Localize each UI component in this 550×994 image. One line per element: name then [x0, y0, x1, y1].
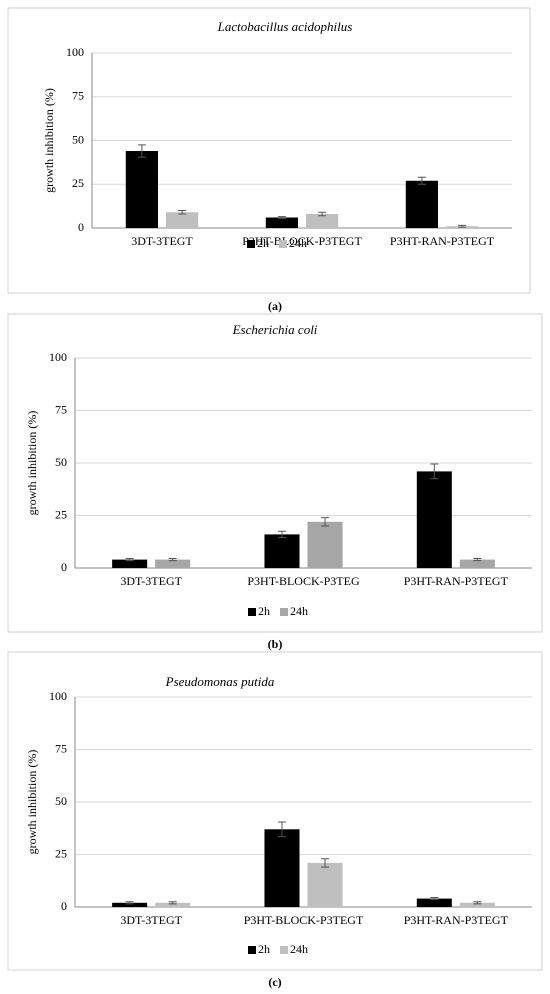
x-tick-label: 3DT-3TEGT: [120, 574, 182, 588]
y-tick-label: 0: [61, 560, 67, 574]
caption: (b): [268, 637, 283, 651]
bar: [459, 559, 495, 568]
y-tick-label: 25: [55, 846, 67, 860]
bar: [125, 151, 158, 228]
legend-label: 2h: [258, 942, 270, 956]
y-tick-label: 25: [55, 507, 67, 521]
panel-border: [7, 7, 531, 294]
bar: [155, 902, 191, 907]
panel-border: [7, 651, 543, 971]
legend-label: 24h: [290, 942, 308, 956]
y-tick-label: 100: [66, 45, 84, 59]
y-tick-label: 25: [72, 176, 84, 190]
error-bar: [473, 558, 482, 562]
bar: [405, 180, 438, 228]
y-tick-label: 75: [55, 402, 67, 416]
panel-border: [7, 313, 543, 633]
error-bar: [321, 858, 330, 868]
legend-swatch: [280, 608, 288, 616]
error-bar: [473, 901, 482, 905]
y-tick-label: 50: [55, 794, 67, 808]
legend-label: 24h: [290, 604, 308, 618]
legend-swatch: [248, 608, 256, 616]
legend-label: 24h: [289, 236, 307, 250]
x-tick-label: P3HT-RAN-P3TEGT: [390, 234, 495, 248]
chart-title: Pseudomonas putida: [165, 674, 275, 689]
bar: [265, 217, 298, 228]
chart-title: Lactobacillus acidophilus: [217, 19, 353, 34]
bar: [264, 534, 300, 568]
bar: [416, 898, 452, 907]
x-tick-label: P3HT-RAN-P3TEGT: [404, 913, 509, 927]
legend-swatch: [247, 240, 255, 248]
y-tick-label: 50: [72, 132, 84, 146]
legend-swatch: [248, 946, 256, 954]
error-bar: [125, 558, 134, 562]
legend-swatch: [279, 240, 287, 248]
x-tick-label: P3HT-RAN-P3TEGT: [404, 574, 509, 588]
error-bar: [277, 530, 286, 539]
bar: [307, 862, 343, 907]
error-bar: [168, 901, 177, 905]
y-tick-label: 50: [55, 455, 67, 469]
bar: [306, 214, 339, 228]
bar: [166, 212, 199, 228]
error-bar: [178, 210, 187, 215]
bar: [112, 559, 148, 568]
error-bar: [137, 144, 146, 158]
error-bar: [417, 176, 426, 185]
y-tick-label: 75: [72, 89, 84, 103]
y-tick-label: 75: [55, 741, 67, 755]
error-bar: [430, 897, 439, 901]
legend-swatch: [280, 946, 288, 954]
error-bar: [277, 821, 286, 838]
y-tick-label: 100: [49, 689, 67, 703]
error-bar: [318, 211, 327, 217]
x-tick-label: 3DT-3TEGT: [120, 913, 182, 927]
caption: (a): [268, 299, 282, 313]
x-tick-label: 3DT-3TEGT: [131, 234, 193, 248]
chart-title: Escherichia coli: [232, 322, 318, 337]
bar: [264, 829, 300, 907]
error-bar: [430, 463, 439, 480]
legend-label: 2h: [258, 604, 270, 618]
x-tick-label: P3HT-BLOCK-P3TEGT: [244, 913, 364, 927]
y-axis-title: growth inhibition (%): [25, 411, 39, 516]
error-bar: [168, 558, 177, 562]
error-bar: [125, 901, 134, 905]
x-tick-label: P3HT-BLOCK-P3TEG: [247, 574, 360, 588]
bar: [155, 559, 191, 568]
y-tick-label: 0: [61, 899, 67, 913]
legend-label: 2h: [257, 236, 269, 250]
caption: (c): [268, 975, 281, 989]
bar: [112, 902, 148, 907]
y-tick-label: 100: [49, 350, 67, 364]
error-bar: [458, 224, 467, 228]
error-bar: [277, 216, 286, 219]
y-axis-title: growth inhibition (%): [42, 88, 56, 193]
y-axis-title: growth inhibition (%): [25, 750, 39, 855]
y-tick-label: 0: [78, 220, 84, 234]
bar: [416, 471, 452, 568]
x-tick-label: P3HT-BLOCK-P3TEGT: [242, 234, 362, 248]
bar: [459, 902, 495, 907]
bar: [307, 521, 343, 568]
error-bar: [321, 517, 330, 527]
